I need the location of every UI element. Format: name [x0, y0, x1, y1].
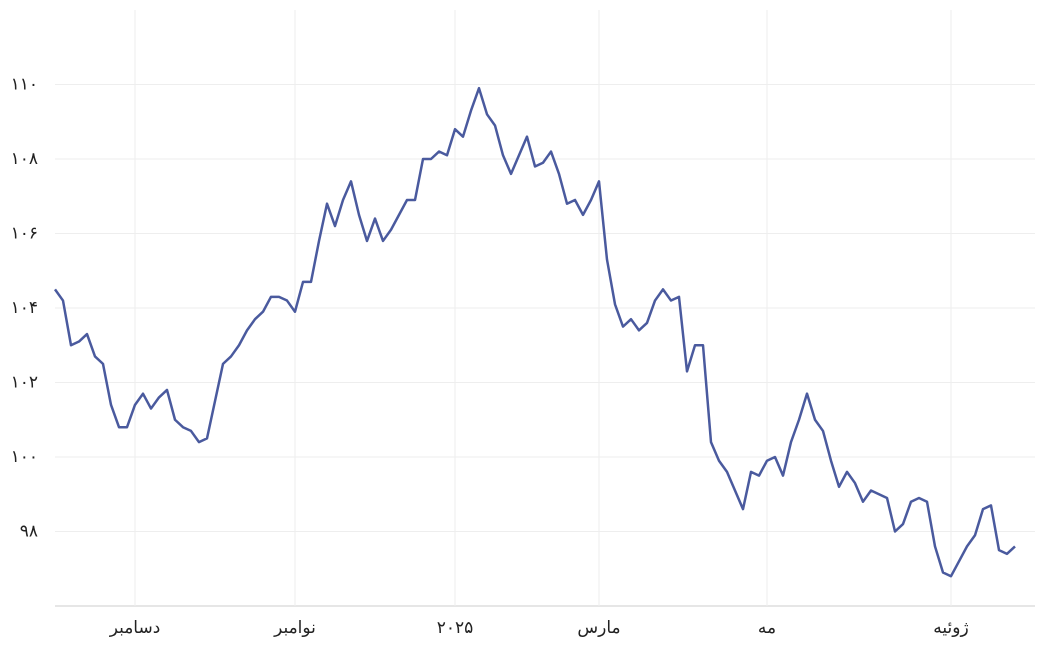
y-tick-label: ۱۰۰: [11, 447, 38, 467]
x-tick-label: مه: [758, 618, 776, 638]
y-tick-label: ۱۰۲: [11, 373, 38, 393]
x-tick-label: مارس: [577, 618, 620, 638]
x-tick-label: دسامبر: [109, 618, 161, 638]
x-tick-label: ۲۰۲۵: [437, 618, 474, 638]
line-series: [53, 86, 1016, 578]
y-tick-label: ۹۸: [20, 522, 38, 542]
x-tick-label: نوامبر: [273, 618, 316, 638]
y-tick-label: ۱۰۸: [11, 149, 38, 169]
x-tick-label: ژوئیه: [933, 618, 968, 638]
y-tick-label: ۱۰۴: [11, 298, 38, 318]
y-tick-label: ۱۰۶: [11, 224, 38, 244]
y-tick-label: ۱۱۰: [11, 75, 38, 95]
